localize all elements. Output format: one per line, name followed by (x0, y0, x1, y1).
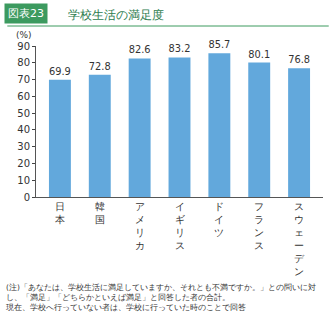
svg-text:アメリカ: アメリカ (135, 201, 145, 251)
svg-text:76.8: 76.8 (288, 54, 310, 65)
svg-text:80: 80 (17, 57, 30, 68)
svg-text:フランス: フランス (254, 201, 264, 251)
svg-text:72.8: 72.8 (89, 61, 111, 72)
svg-text:学校生活の満足度: 学校生活の満足度 (68, 8, 164, 22)
svg-text:69.9: 69.9 (49, 66, 71, 77)
svg-text:ドイツ: ドイツ (214, 201, 224, 238)
svg-text:(注)「あなたは、学校生活に満足していますか、それとも不満で: (注)「あなたは、学校生活に満足していますか、それとも不満ですか。」との問いに対… (6, 283, 316, 312)
svg-text:80.1: 80.1 (248, 49, 270, 60)
svg-text:40: 40 (17, 124, 30, 135)
svg-text:30: 30 (17, 141, 30, 152)
svg-text:図表23: 図表23 (8, 7, 44, 20)
svg-text:50: 50 (17, 108, 30, 119)
svg-text:韓国: 韓国 (95, 201, 105, 225)
svg-text:85.7: 85.7 (208, 39, 230, 50)
svg-text:83.2: 83.2 (169, 43, 191, 54)
svg-text:90: 90 (17, 41, 30, 52)
svg-text:70: 70 (17, 74, 30, 85)
svg-text:日本: 日本 (55, 201, 65, 225)
svg-text:イギリス: イギリス (175, 201, 185, 251)
svg-text:0: 0 (24, 192, 30, 203)
svg-text:20: 20 (17, 158, 30, 169)
svg-text:82.6: 82.6 (129, 44, 151, 55)
svg-text:10: 10 (17, 175, 30, 186)
svg-text:(%): (%) (16, 30, 32, 40)
svg-text:スウェーデン: スウェーデン (294, 201, 305, 277)
svg-text:60: 60 (17, 91, 30, 102)
